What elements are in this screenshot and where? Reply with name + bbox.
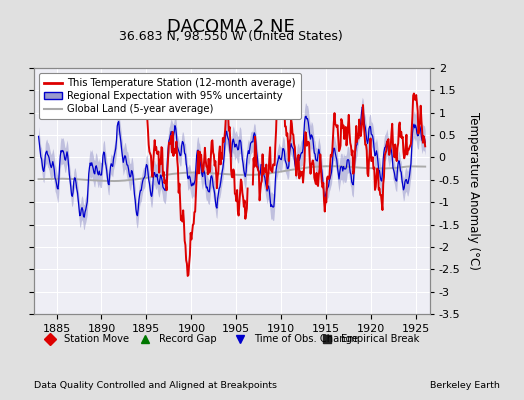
Text: DACOMA 2 NE: DACOMA 2 NE	[167, 18, 294, 36]
Y-axis label: Temperature Anomaly (°C): Temperature Anomaly (°C)	[467, 112, 480, 270]
Text: 36.683 N, 98.550 W (United States): 36.683 N, 98.550 W (United States)	[118, 30, 343, 43]
Text: Time of Obs. Change: Time of Obs. Change	[254, 334, 358, 344]
Text: Record Gap: Record Gap	[159, 334, 216, 344]
Text: Data Quality Controlled and Aligned at Breakpoints: Data Quality Controlled and Aligned at B…	[34, 381, 277, 390]
Text: Empirical Break: Empirical Break	[341, 334, 419, 344]
Legend: This Temperature Station (12-month average), Regional Expectation with 95% uncer: This Temperature Station (12-month avera…	[39, 73, 301, 119]
Text: Station Move: Station Move	[64, 334, 129, 344]
Text: Berkeley Earth: Berkeley Earth	[430, 381, 499, 390]
